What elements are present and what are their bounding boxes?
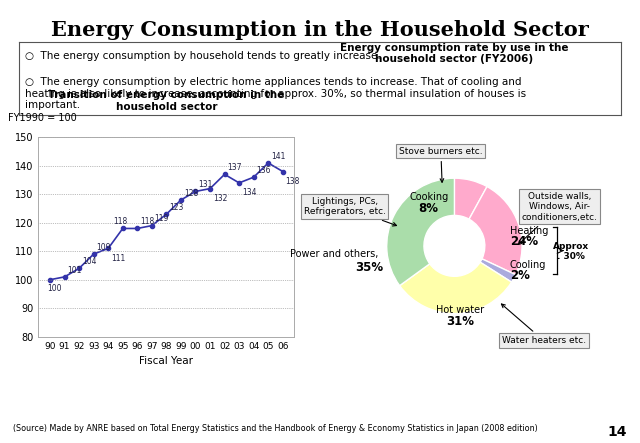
Wedge shape — [399, 262, 511, 314]
Text: 119: 119 — [155, 214, 169, 223]
Text: Water heaters etc.: Water heaters etc. — [501, 304, 586, 345]
Text: 118: 118 — [140, 218, 154, 226]
Text: Heating: Heating — [510, 226, 548, 236]
Text: 8%: 8% — [419, 202, 438, 215]
Text: Power and others,: Power and others, — [290, 249, 379, 259]
Wedge shape — [480, 259, 516, 282]
Text: 118: 118 — [113, 218, 127, 226]
Wedge shape — [469, 187, 522, 275]
Text: 104: 104 — [82, 257, 97, 266]
Text: Cooking: Cooking — [409, 192, 448, 202]
X-axis label: Fiscal Year: Fiscal Year — [140, 356, 193, 366]
Text: 111: 111 — [111, 254, 125, 263]
Wedge shape — [454, 178, 487, 219]
Text: 134: 134 — [242, 188, 257, 198]
Text: 101: 101 — [67, 266, 82, 275]
Text: 31%: 31% — [446, 315, 474, 328]
Text: (Source) Made by ANRE based on Total Energy Statistics and the Handbook of Energ: (Source) Made by ANRE based on Total Ene… — [13, 424, 538, 433]
Text: 136: 136 — [257, 166, 271, 175]
Text: 24%: 24% — [510, 235, 538, 249]
Text: 35%: 35% — [355, 261, 383, 274]
Text: 123: 123 — [169, 203, 184, 212]
Title: Transition of energy consumption in the
household sector: Transition of energy consumption in the … — [48, 90, 285, 112]
Title: Energy consumption rate by use in the
household sector (FY2006): Energy consumption rate by use in the ho… — [340, 43, 569, 64]
Text: 100: 100 — [47, 284, 61, 293]
Text: ○  The energy consumption by household tends to greatly increase.: ○ The energy consumption by household te… — [25, 51, 381, 61]
Text: ○  The energy consumption by electric home appliances tends to increase. That of: ○ The energy consumption by electric hom… — [25, 77, 526, 110]
Text: 132: 132 — [213, 194, 227, 203]
Text: 14: 14 — [608, 424, 627, 439]
Text: Energy Consumption in the Household Sector: Energy Consumption in the Household Sect… — [51, 20, 589, 40]
Text: FY1990 = 100: FY1990 = 100 — [8, 113, 76, 124]
Text: 131: 131 — [198, 180, 212, 189]
Text: Cooling: Cooling — [510, 260, 547, 270]
Wedge shape — [387, 178, 454, 286]
Text: 2%: 2% — [510, 269, 530, 282]
Text: 138: 138 — [285, 177, 300, 186]
Text: Lightings, PCs,
Refrigerators, etc.: Lightings, PCs, Refrigerators, etc. — [304, 197, 397, 226]
Text: Approx
. 30%: Approx . 30% — [553, 241, 589, 261]
Text: Stove burners etc.: Stove burners etc. — [399, 147, 483, 182]
Text: 137: 137 — [227, 163, 242, 172]
Text: 141: 141 — [271, 152, 285, 161]
Text: 109: 109 — [97, 243, 111, 252]
Text: 128: 128 — [184, 189, 198, 198]
Text: Hot water: Hot water — [436, 305, 484, 315]
Text: Outside walls,
Windows, Air-
conditioners,etc.: Outside walls, Windows, Air- conditioner… — [518, 192, 597, 245]
